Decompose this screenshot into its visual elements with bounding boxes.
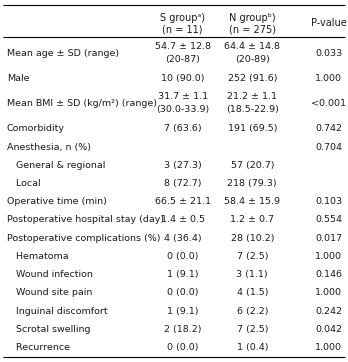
Text: 0 (0.0): 0 (0.0): [167, 343, 198, 352]
Text: Postoperative hospital stay (day): Postoperative hospital stay (day): [7, 215, 164, 224]
Text: 2 (18.2): 2 (18.2): [164, 325, 201, 334]
Text: 3 (27.3): 3 (27.3): [164, 161, 201, 170]
Text: 1.000: 1.000: [315, 74, 342, 83]
Text: 28 (10.2): 28 (10.2): [230, 233, 274, 243]
Text: 1.000: 1.000: [315, 252, 342, 261]
Text: 31.7 ± 1.1: 31.7 ± 1.1: [158, 92, 208, 101]
Text: 0.554: 0.554: [315, 215, 342, 224]
Text: N groupᵇ): N groupᵇ): [229, 13, 276, 23]
Text: Recurrence: Recurrence: [7, 343, 70, 352]
Text: Anesthesia, n (%): Anesthesia, n (%): [7, 143, 91, 152]
Text: Inguinal discomfort: Inguinal discomfort: [7, 307, 108, 316]
Text: 66.5 ± 21.1: 66.5 ± 21.1: [155, 197, 211, 206]
Text: General & regional: General & regional: [7, 161, 105, 170]
Text: Wound infection: Wound infection: [7, 270, 93, 279]
Text: Postoperative complications (%): Postoperative complications (%): [7, 233, 160, 243]
Text: S groupᵃ): S groupᵃ): [160, 13, 205, 23]
Text: 10 (90.0): 10 (90.0): [161, 74, 205, 83]
Text: 1.000: 1.000: [315, 343, 342, 352]
Text: 0.742: 0.742: [315, 124, 342, 133]
Text: Hematoma: Hematoma: [7, 252, 69, 261]
Text: 4 (36.4): 4 (36.4): [164, 233, 201, 243]
Text: 21.2 ± 1.1: 21.2 ± 1.1: [227, 92, 277, 101]
Text: 1.000: 1.000: [315, 288, 342, 297]
Text: Scrotal swelling: Scrotal swelling: [7, 325, 90, 334]
Text: 0.103: 0.103: [315, 197, 342, 206]
Text: 7 (2.5): 7 (2.5): [237, 325, 268, 334]
Text: (20-87): (20-87): [165, 55, 200, 64]
Text: Wound site pain: Wound site pain: [7, 288, 92, 297]
Text: 1.2 ± 0.7: 1.2 ± 0.7: [230, 215, 274, 224]
Text: 3 (1.1): 3 (1.1): [237, 270, 268, 279]
Text: <0.001: <0.001: [311, 99, 346, 108]
Text: Comorbidity: Comorbidity: [7, 124, 65, 133]
Text: 1 (9.1): 1 (9.1): [167, 307, 198, 316]
Text: Male: Male: [7, 74, 30, 83]
Text: (20-89): (20-89): [235, 55, 270, 64]
Text: 1 (0.4): 1 (0.4): [237, 343, 268, 352]
Text: Local: Local: [7, 179, 41, 188]
Text: 0 (0.0): 0 (0.0): [167, 288, 198, 297]
Text: 0.242: 0.242: [315, 307, 342, 316]
Text: (n = 275): (n = 275): [229, 24, 276, 34]
Text: 6 (2.2): 6 (2.2): [237, 307, 268, 316]
Text: 4 (1.5): 4 (1.5): [237, 288, 268, 297]
Text: (30.0-33.9): (30.0-33.9): [156, 105, 209, 114]
Text: P-value: P-value: [311, 18, 347, 29]
Text: Mean age ± SD (range): Mean age ± SD (range): [7, 49, 119, 58]
Text: 218 (79.3): 218 (79.3): [228, 179, 277, 188]
Text: (n = 11): (n = 11): [163, 24, 203, 34]
Text: 1.4 ± 0.5: 1.4 ± 0.5: [161, 215, 205, 224]
Text: 64.4 ± 14.8: 64.4 ± 14.8: [224, 42, 280, 51]
Text: (18.5-22.9): (18.5-22.9): [226, 105, 279, 114]
Text: 7 (63.6): 7 (63.6): [164, 124, 201, 133]
Text: Mean BMI ± SD (kg/m²) (range): Mean BMI ± SD (kg/m²) (range): [7, 99, 157, 108]
Text: 0.146: 0.146: [315, 270, 342, 279]
Text: 191 (69.5): 191 (69.5): [228, 124, 277, 133]
Text: 57 (20.7): 57 (20.7): [230, 161, 274, 170]
Text: 54.7 ± 12.8: 54.7 ± 12.8: [155, 42, 211, 51]
Text: 0.017: 0.017: [315, 233, 342, 243]
Text: 252 (91.6): 252 (91.6): [228, 74, 277, 83]
Text: 0.042: 0.042: [315, 325, 342, 334]
Text: 0.704: 0.704: [315, 143, 342, 152]
Text: 0.033: 0.033: [315, 49, 342, 58]
Text: 0 (0.0): 0 (0.0): [167, 252, 198, 261]
Text: 1 (9.1): 1 (9.1): [167, 270, 198, 279]
Text: Operative time (min): Operative time (min): [7, 197, 107, 206]
Text: 58.4 ± 15.9: 58.4 ± 15.9: [224, 197, 280, 206]
Text: 7 (2.5): 7 (2.5): [237, 252, 268, 261]
Text: 8 (72.7): 8 (72.7): [164, 179, 201, 188]
